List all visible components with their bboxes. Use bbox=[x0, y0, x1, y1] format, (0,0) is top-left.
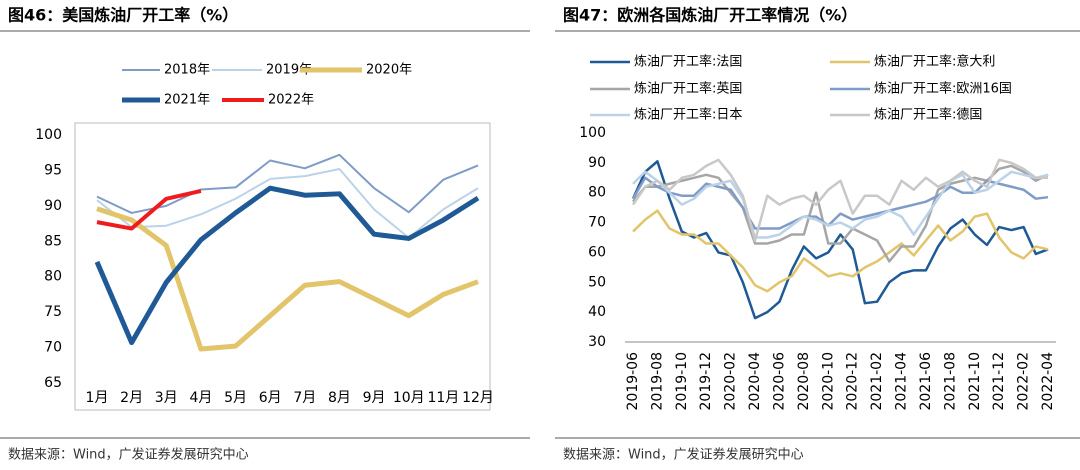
series-line bbox=[632, 170, 1049, 239]
series-line bbox=[631, 160, 1049, 320]
y-tick-label: 80 bbox=[44, 269, 62, 285]
y-tick-label: 85 bbox=[44, 233, 62, 249]
x-tick-label: 9月 bbox=[363, 390, 386, 406]
legend-label: 炼油厂开工率:法国 bbox=[634, 54, 742, 70]
legend-label: 炼油厂开工率:英国 bbox=[634, 81, 742, 97]
plot-frame bbox=[74, 122, 491, 411]
y-tick-label: 40 bbox=[588, 304, 606, 320]
chart-title: 图46：美国炼油厂开工率（%） bbox=[8, 6, 238, 25]
x-tick-label: 2020-02 bbox=[723, 352, 739, 411]
series-line bbox=[632, 164, 1049, 263]
x-tick-label: 2019-12 bbox=[698, 352, 714, 411]
x-tick-label: 2019-08 bbox=[649, 352, 665, 411]
x-tick-label: 2022-02 bbox=[1016, 352, 1032, 411]
y-tick-label: 95 bbox=[44, 162, 62, 178]
source-note: 数据来源：Wind，广发证券发展研究中心 bbox=[8, 447, 249, 463]
x-tick-label: 2021-10 bbox=[967, 352, 983, 411]
legend-label: 2021年 bbox=[164, 93, 210, 108]
series-line bbox=[631, 158, 1048, 242]
x-tick-label: 12月 bbox=[462, 390, 494, 406]
x-tick-label: 5月 bbox=[224, 390, 247, 406]
x-tick-label: 2022-04 bbox=[1040, 352, 1056, 411]
x-tick-label: 2020-08 bbox=[796, 352, 812, 411]
x-tick-label: 8月 bbox=[328, 390, 351, 406]
y-tick-label: 75 bbox=[44, 304, 62, 320]
series-line bbox=[94, 185, 480, 346]
x-tick-label: 2021-08 bbox=[942, 352, 958, 411]
series-line bbox=[96, 189, 202, 231]
x-tick-label: 3月 bbox=[155, 390, 178, 406]
y-tick-label: 50 bbox=[588, 274, 606, 290]
y-tick-label: 65 bbox=[44, 375, 62, 391]
series-line bbox=[96, 206, 479, 352]
chart-title: 图47：欧洲各国炼油厂开工率情况（%） bbox=[563, 6, 857, 25]
x-tick-label: 10月 bbox=[393, 390, 425, 406]
legend-label: 2018年 bbox=[164, 63, 210, 78]
series-line bbox=[632, 209, 1049, 293]
x-tick-label: 2021-12 bbox=[991, 352, 1007, 411]
x-tick-label: 2020-12 bbox=[845, 352, 861, 411]
x-tick-label: 2021-04 bbox=[894, 352, 910, 411]
x-tick-label: 6月 bbox=[259, 390, 282, 406]
source-note: 数据来源：Wind，广发证券发展研究中心 bbox=[563, 447, 804, 463]
x-tick-label: 2月 bbox=[120, 390, 143, 406]
y-tick-label: 90 bbox=[588, 155, 606, 171]
x-tick-label: 2020-06 bbox=[771, 352, 787, 411]
y-tick-label: 100 bbox=[35, 127, 62, 143]
x-tick-label: 2019-10 bbox=[674, 352, 690, 411]
legend-label: 2019年 bbox=[266, 63, 312, 78]
x-tick-label: 2021-02 bbox=[869, 352, 885, 411]
y-tick-label: 90 bbox=[44, 198, 62, 214]
y-tick-label: 70 bbox=[588, 215, 606, 231]
x-tick-label: 2020-10 bbox=[820, 352, 836, 411]
x-tick-label: 2020-04 bbox=[747, 352, 763, 411]
x-tick-label: 11月 bbox=[427, 390, 459, 406]
y-tick-label: 60 bbox=[588, 244, 606, 260]
x-tick-label: 2019-06 bbox=[625, 352, 641, 411]
x-tick-label: 7月 bbox=[293, 390, 316, 406]
y-tick-label: 80 bbox=[588, 185, 606, 201]
legend-label: 2020年 bbox=[366, 63, 412, 78]
legend-label: 2022年 bbox=[268, 93, 314, 108]
y-tick-label: 30 bbox=[588, 334, 606, 350]
legend-label: 炼油厂开工率:欧洲16国 bbox=[874, 81, 1012, 97]
legend-label: 炼油厂开工率:日本 bbox=[634, 107, 742, 123]
x-tick-label: 2021-06 bbox=[918, 352, 934, 411]
x-tick-label: 4月 bbox=[189, 390, 212, 406]
y-tick-label: 70 bbox=[44, 340, 62, 356]
series-line bbox=[96, 153, 479, 214]
legend-label: 炼油厂开工率:意大利 bbox=[874, 54, 995, 70]
x-tick-label: 1月 bbox=[86, 390, 109, 406]
legend-label: 炼油厂开工率:德国 bbox=[874, 107, 982, 123]
series-line bbox=[96, 168, 479, 239]
y-tick-label: 100 bbox=[579, 125, 606, 141]
series-line bbox=[631, 176, 1049, 230]
